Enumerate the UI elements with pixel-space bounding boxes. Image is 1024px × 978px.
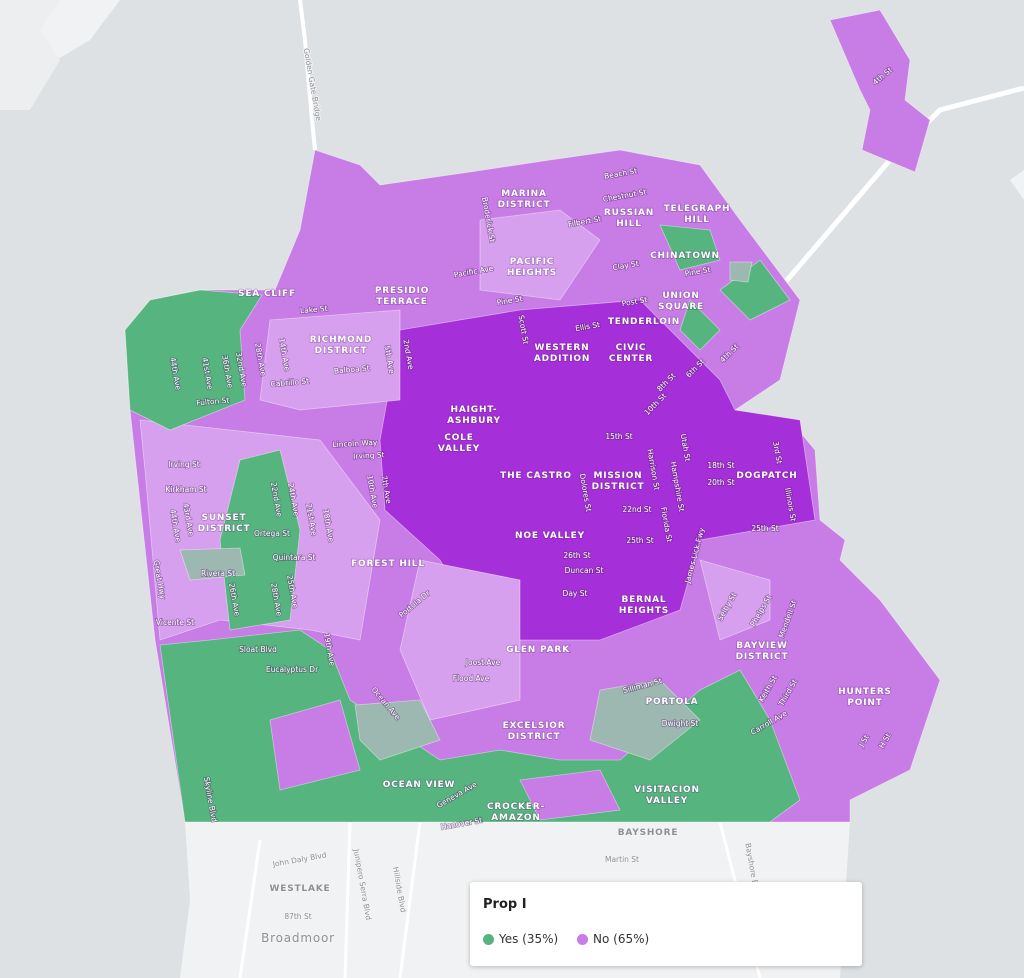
street-label: Lake St [300, 304, 328, 315]
neighborhood-label: SEA CLIFF [238, 289, 296, 299]
neighborhood-label: ASHBURY [447, 416, 501, 426]
neighborhood-label: DISTRICT [198, 524, 251, 534]
neighborhood-label: FOREST HILL [351, 559, 425, 569]
neighborhood-label: VALLEY [646, 796, 688, 806]
street-label: 20th St [707, 478, 734, 487]
neighborhood-label: Broadmoor [261, 931, 335, 945]
neighborhood-label: CENTER [609, 354, 653, 364]
neighborhood-label: BERNAL [622, 595, 667, 605]
street-label: Martin St [605, 855, 639, 864]
neighborhood-label: EXCELSIOR [503, 721, 566, 731]
street-label: Eucalyptus Dr [266, 665, 319, 674]
street-label: Kirkham St [165, 485, 206, 494]
neighborhood-label: CIVIC [616, 343, 647, 353]
street-label: Rivera St [201, 569, 235, 578]
neighborhood-label: POINT [847, 698, 882, 708]
neighborhood-label: VALLEY [438, 444, 480, 454]
street-label: Cabrillo St [270, 376, 309, 388]
neighborhood-label: PRESIDIO [375, 286, 429, 296]
legend-swatch [483, 933, 494, 945]
legend-title: Prop I [483, 897, 527, 912]
neighborhood-label: OCEAN VIEW [383, 780, 455, 790]
street-label: 22nd St [622, 505, 651, 514]
street-label: Irving St [353, 450, 385, 461]
neighborhood-label: PACIFIC [510, 257, 554, 267]
neighborhood-label: WESTLAKE [270, 884, 331, 894]
neighborhood-label: DISTRICT [736, 652, 789, 662]
neighborhood-label: CHINATOWN [650, 251, 720, 261]
neighborhood-label: AMAZON [491, 813, 540, 823]
neighborhood-label: WESTERN [535, 343, 590, 353]
neighborhood-label: COLE [444, 433, 473, 443]
neighborhood-label: UNION [662, 291, 699, 301]
neighborhood-label: BAYVIEW [736, 641, 787, 651]
neighborhood-label: MARINA [501, 189, 547, 199]
neighborhood-label: RUSSIAN [604, 208, 654, 218]
neighborhood-label: TERRACE [376, 297, 427, 307]
street-label: 25th St [751, 524, 778, 533]
neighborhood-label: TENDERLOIN [608, 317, 680, 327]
street-label: Vicente St [156, 618, 194, 627]
street-label: Irving St [168, 460, 199, 469]
street-label: Sloat Blvd [239, 645, 277, 654]
street-label: Dwight St [662, 719, 699, 728]
street-label: Flood Ave [453, 674, 490, 683]
neighborhood-label: CROCKER- [487, 802, 545, 812]
neighborhood-label: NOE VALLEY [515, 531, 585, 541]
legend-item: Yes (35%) [483, 932, 558, 946]
legend-swatch [577, 933, 588, 945]
neighborhood-label: DISTRICT [508, 732, 561, 742]
legend-item: No (65%) [577, 932, 649, 946]
neighborhood-label: HILL [616, 219, 642, 229]
neighborhood-label: PORTOLA [646, 697, 699, 707]
neighborhood-label: ADDITION [534, 354, 590, 364]
neighborhood-label: VISITACION [634, 785, 700, 795]
street-label: 15th St [605, 432, 632, 441]
neighborhood-label: GLEN PARK [506, 645, 570, 655]
neighborhood-label: DISTRICT [498, 200, 551, 210]
street-label: 87th St [284, 912, 311, 921]
street-label: Balboa St [334, 363, 371, 375]
street-label: Quintara St [273, 553, 316, 562]
street-label: Fulton St [196, 396, 230, 408]
neighborhood-label: RICHMOND [310, 335, 372, 345]
street-label: 26th St [563, 551, 590, 560]
neighborhood-label: HAIGHT- [451, 405, 498, 415]
street-label: Joost Ave [465, 658, 501, 667]
street-label: 18th St [707, 461, 734, 470]
neighborhood-label: HUNTERS [838, 687, 892, 697]
vote-regions [124, 9, 941, 823]
street-label: Day St [563, 589, 588, 598]
neighborhood-label: BAYSHORE [618, 828, 679, 838]
neighborhood-label: HEIGHTS [619, 606, 669, 616]
neighborhood-label: DISTRICT [592, 482, 645, 492]
street-label: 25th St [626, 536, 653, 545]
neighborhood-labels: MARINADISTRICTRUSSIANHILLTELEGRAPHHILLPA… [197, 188, 892, 946]
street-label: Duncan St [565, 566, 604, 575]
neighborhood-label: TELEGRAPH [664, 204, 731, 214]
neighborhood-label: THE CASTRO [500, 471, 572, 481]
neighborhood-label: HEIGHTS [507, 268, 557, 278]
neighborhood-label: DISTRICT [315, 346, 368, 356]
neighborhood-label: SQUARE [658, 302, 704, 312]
neighborhood-label: MISSION [594, 471, 643, 481]
legend-label: No (65%) [593, 932, 650, 946]
neighborhood-label: HILL [684, 215, 710, 225]
legend: Prop I Yes (35%) No (65%) [470, 882, 862, 966]
street-label: Lincoln Way [332, 438, 378, 449]
neighborhood-label: DOGPATCH [736, 471, 797, 481]
street-label: Ortega St [254, 529, 290, 538]
neighborhood-label: SUNSET [202, 513, 247, 523]
legend-label: Yes (35%) [499, 932, 559, 946]
